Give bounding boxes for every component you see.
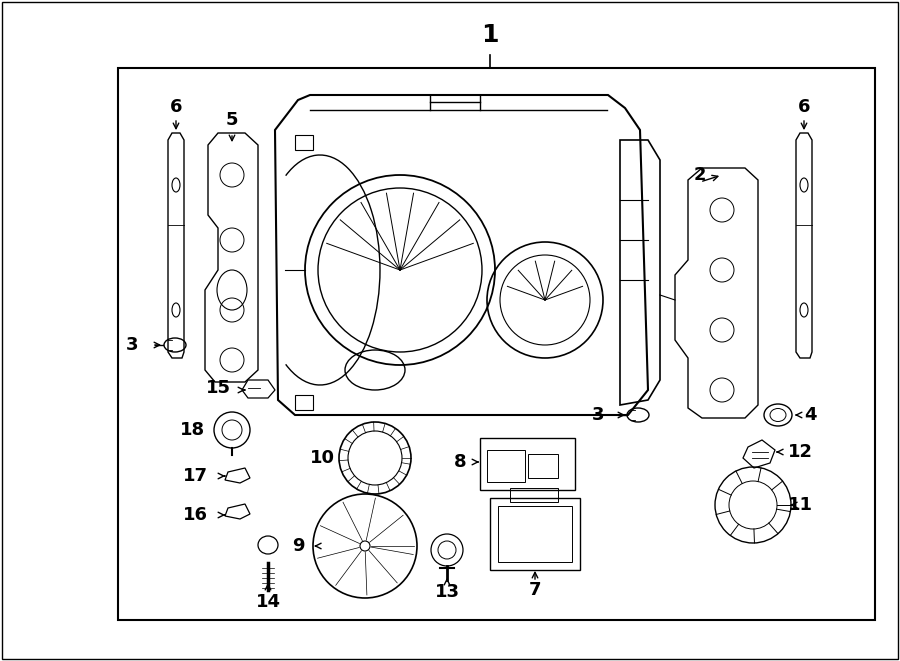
Bar xyxy=(487,450,525,482)
Text: 16: 16 xyxy=(183,506,208,524)
Text: 3: 3 xyxy=(126,336,139,354)
Text: 6: 6 xyxy=(797,98,810,116)
Text: 5: 5 xyxy=(226,111,239,129)
Text: 17: 17 xyxy=(183,467,208,485)
Text: 18: 18 xyxy=(180,421,205,439)
Bar xyxy=(295,395,313,410)
Bar xyxy=(295,135,313,150)
Text: 15: 15 xyxy=(205,379,230,397)
Text: 14: 14 xyxy=(256,593,281,611)
Text: 6: 6 xyxy=(170,98,182,116)
Text: 10: 10 xyxy=(310,449,335,467)
Text: 4: 4 xyxy=(804,406,816,424)
Text: 11: 11 xyxy=(788,496,813,514)
Bar xyxy=(118,68,875,620)
Text: 9: 9 xyxy=(292,537,304,555)
Text: 3: 3 xyxy=(592,406,604,424)
Bar xyxy=(498,506,572,562)
Bar xyxy=(480,438,575,490)
Text: 12: 12 xyxy=(788,443,813,461)
Text: 2: 2 xyxy=(694,166,706,184)
Text: 8: 8 xyxy=(454,453,466,471)
Bar xyxy=(490,498,580,570)
Bar xyxy=(528,454,558,478)
Text: 1: 1 xyxy=(482,23,499,47)
Text: 13: 13 xyxy=(435,583,460,601)
Bar xyxy=(510,488,558,502)
Text: 7: 7 xyxy=(529,581,541,599)
